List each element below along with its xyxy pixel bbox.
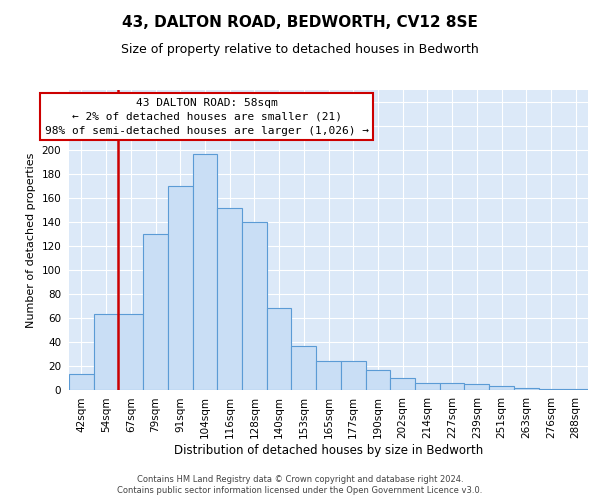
Bar: [193, 154, 217, 390]
Bar: [415, 383, 440, 390]
Bar: [390, 378, 415, 390]
Text: 43, DALTON ROAD, BEDWORTH, CV12 8SE: 43, DALTON ROAD, BEDWORTH, CV12 8SE: [122, 15, 478, 30]
Y-axis label: Number of detached properties: Number of detached properties: [26, 152, 36, 328]
Bar: [489, 386, 514, 390]
Bar: [143, 234, 168, 390]
Bar: [563, 389, 588, 390]
Bar: [316, 361, 341, 390]
Bar: [365, 370, 390, 390]
X-axis label: Distribution of detached houses by size in Bedworth: Distribution of detached houses by size …: [174, 444, 483, 457]
Bar: [341, 361, 365, 390]
Bar: [118, 314, 143, 390]
Bar: [168, 186, 193, 390]
Bar: [69, 374, 94, 390]
Bar: [292, 346, 316, 390]
Bar: [242, 222, 267, 390]
Bar: [514, 388, 539, 390]
Text: 43 DALTON ROAD: 58sqm
← 2% of detached houses are smaller (21)
98% of semi-detac: 43 DALTON ROAD: 58sqm ← 2% of detached h…: [44, 98, 368, 136]
Bar: [464, 384, 489, 390]
Text: Contains public sector information licensed under the Open Government Licence v3: Contains public sector information licen…: [118, 486, 482, 495]
Bar: [267, 308, 292, 390]
Text: Size of property relative to detached houses in Bedworth: Size of property relative to detached ho…: [121, 42, 479, 56]
Bar: [440, 383, 464, 390]
Bar: [539, 389, 563, 390]
Text: Contains HM Land Registry data © Crown copyright and database right 2024.: Contains HM Land Registry data © Crown c…: [137, 475, 463, 484]
Bar: [94, 314, 118, 390]
Bar: [217, 208, 242, 390]
